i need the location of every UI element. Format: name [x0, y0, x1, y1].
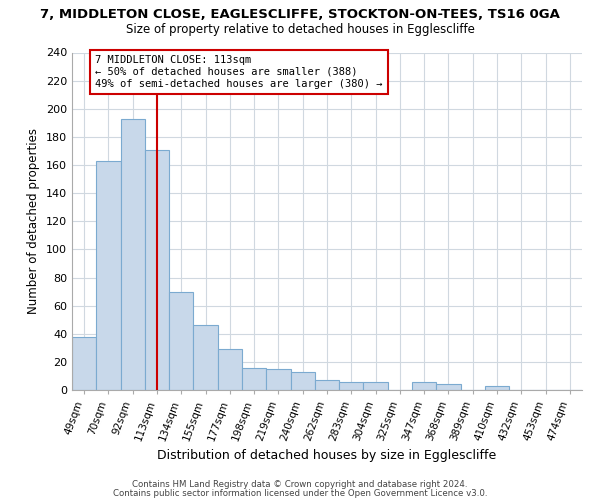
Y-axis label: Number of detached properties: Number of detached properties — [28, 128, 40, 314]
Bar — [242, 368, 266, 390]
Bar — [121, 118, 145, 390]
Bar — [193, 326, 218, 390]
Bar — [266, 369, 290, 390]
Bar — [145, 150, 169, 390]
Text: 7 MIDDLETON CLOSE: 113sqm
← 50% of detached houses are smaller (388)
49% of semi: 7 MIDDLETON CLOSE: 113sqm ← 50% of detac… — [95, 56, 383, 88]
Bar — [218, 349, 242, 390]
Bar — [436, 384, 461, 390]
Bar — [485, 386, 509, 390]
Bar — [364, 382, 388, 390]
Text: Size of property relative to detached houses in Egglescliffe: Size of property relative to detached ho… — [125, 22, 475, 36]
Bar — [169, 292, 193, 390]
X-axis label: Distribution of detached houses by size in Egglescliffe: Distribution of detached houses by size … — [157, 449, 497, 462]
Bar — [412, 382, 436, 390]
Bar — [315, 380, 339, 390]
Text: Contains HM Land Registry data © Crown copyright and database right 2024.: Contains HM Land Registry data © Crown c… — [132, 480, 468, 489]
Bar — [290, 372, 315, 390]
Bar — [72, 336, 96, 390]
Text: 7, MIDDLETON CLOSE, EAGLESCLIFFE, STOCKTON-ON-TEES, TS16 0GA: 7, MIDDLETON CLOSE, EAGLESCLIFFE, STOCKT… — [40, 8, 560, 20]
Bar — [339, 382, 364, 390]
Bar — [96, 161, 121, 390]
Text: Contains public sector information licensed under the Open Government Licence v3: Contains public sector information licen… — [113, 488, 487, 498]
